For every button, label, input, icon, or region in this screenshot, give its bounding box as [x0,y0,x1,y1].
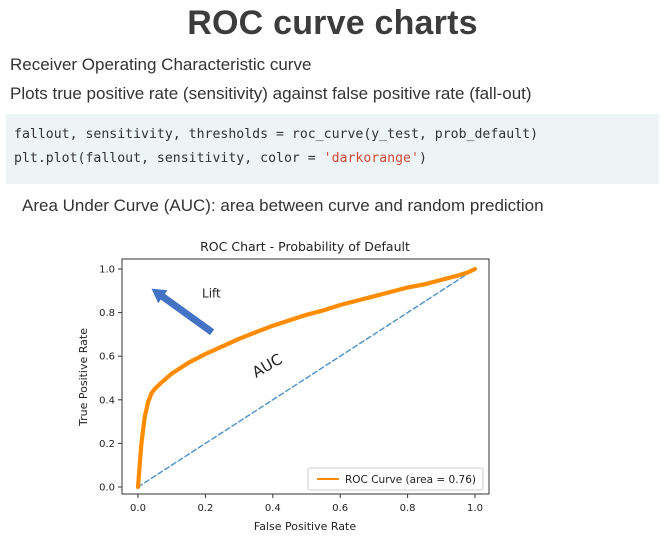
code-line-1: fallout, sensitivity, thresholds = roc_c… [14,127,539,142]
legend-label: ROC Curve (area = 0.76) [345,474,476,486]
annotations: Lift AUC [151,286,285,381]
roc-chart: ROC Chart - Probability of Default 0.00.… [77,239,490,533]
slide-title: ROC curve charts [187,4,478,42]
auc-annotation: AUC [249,350,285,381]
subtitle-roc: Receiver Operating Characteristic curve [10,55,312,74]
roc-curve-line [135,266,478,490]
legend-box [307,467,484,491]
x-tick-label: 0.2 [197,503,213,514]
x-axis: 0.0 0.2 0.4 0.6 0.8 1.0 [130,494,483,514]
lift-annotation: Lift [202,286,221,300]
description-roc: Plots true positive rate (sensitivity) a… [10,84,532,103]
y-tick-label: 0.4 [99,395,115,406]
series-layer [135,266,478,490]
x-tick-label: 0.6 [332,503,348,514]
y-axis: 0.0 0.2 0.4 0.6 0.8 1.0 [99,265,122,494]
x-tick-label: 0.0 [130,503,146,514]
code-block: fallout, sensitivity, thresholds = roc_c… [6,114,659,184]
x-tick-label: 0.8 [400,503,416,514]
y-tick-label: 0.0 [99,483,115,494]
code-line-2-string: 'darkorange' [323,151,419,166]
y-tick-label: 0.2 [99,439,115,450]
y-axis-label: True Positive Rate [77,328,90,427]
legend: ROC Curve (area = 0.76) [307,467,484,491]
x-tick-label: 0.4 [265,503,281,514]
random-baseline-line [137,268,476,488]
chart-title: ROC Chart - Probability of Default [200,239,410,254]
auc-description: Area Under Curve (AUC): area between cur… [22,196,544,215]
y-tick-label: 0.6 [99,352,115,363]
y-tick-label: 0.8 [99,308,115,319]
lift-arrow [151,288,215,336]
y-tick-label: 1.0 [99,265,115,276]
code-line-2-suffix: ) [418,151,427,166]
x-tick-label: 1.0 [467,503,483,514]
x-axis-label: False Positive Rate [254,520,356,533]
plot-frame [121,258,490,495]
code-line-2-prefix: plt.plot(fallout, sensitivity, color = [14,151,324,166]
